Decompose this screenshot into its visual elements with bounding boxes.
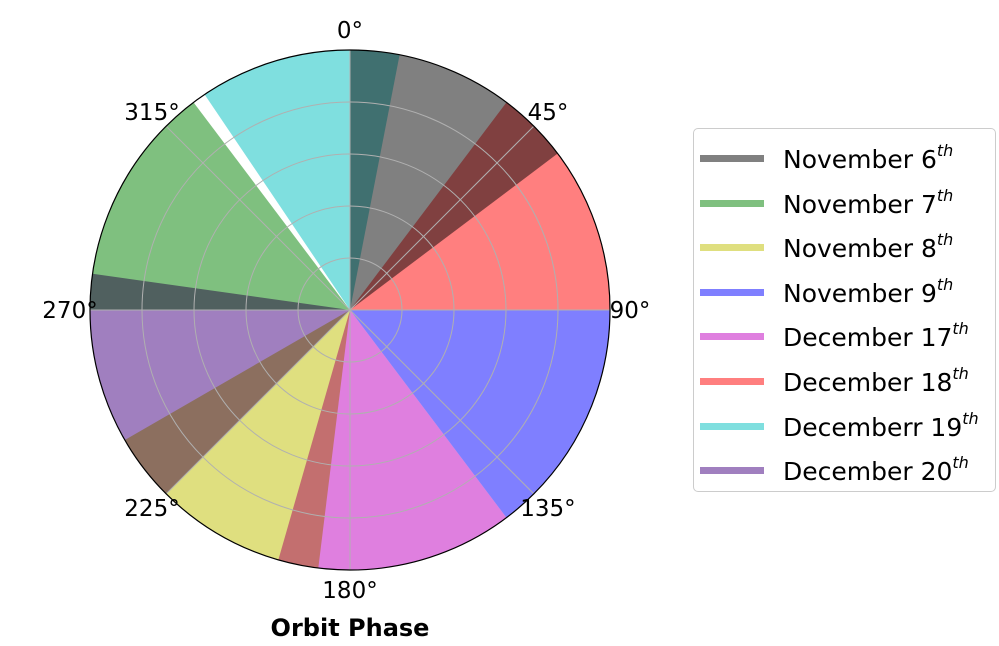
legend-label-suffix: th [936, 274, 954, 294]
legend-label-suffix: th [936, 230, 954, 250]
legend-label: December 17th [783, 319, 969, 352]
theta-tick-label-5: 225° [124, 496, 179, 522]
legend-item: November 6th [694, 137, 995, 177]
legend-item: Decemberr 19th [694, 405, 995, 445]
legend-swatch [700, 422, 764, 430]
grid-spoke-1 [349, 125, 535, 311]
theta-tick-label-0: 0° [337, 18, 363, 44]
theta-tick-label-4: 180° [322, 578, 377, 604]
bar-5 [350, 102, 610, 310]
legend-label-text: December 17 [783, 323, 953, 353]
grid-spoke-3 [349, 309, 535, 495]
legend-swatch [700, 244, 764, 252]
legend-label: November 7th [783, 186, 953, 219]
legend-label-suffix: th [936, 185, 954, 205]
legend-label-suffix: th [952, 319, 969, 339]
legend-item: December 18th [694, 360, 995, 400]
legend-swatch [700, 288, 764, 296]
grid-spoke-5 [165, 309, 351, 495]
legend-item: November 8th [694, 226, 995, 266]
bar-4 [278, 310, 507, 571]
legend-label-suffix: th [936, 141, 954, 160]
legend-label-text: November 6 [783, 145, 937, 174]
legend-label: December 20th [783, 453, 969, 486]
legend-label: November 9th [783, 275, 953, 308]
grid-spoke-7 [165, 125, 351, 311]
legend-label: December 18th [783, 364, 969, 397]
legend-label-text: Decemberr 19 [783, 412, 963, 442]
theta-tick-label-2: 90° [610, 298, 651, 324]
theta-tick-labels: 0° 45° 90° 135° 180° 225° 270° 315° [42, 18, 650, 604]
bar-2 [124, 310, 350, 569]
angular-grid [90, 50, 610, 570]
legend-item: December 17th [694, 315, 995, 355]
bar-1 [90, 102, 350, 310]
legend-label-text: December 20 [783, 457, 953, 487]
theta-tick-label-3: 135° [520, 496, 575, 522]
bar-6 [204, 50, 400, 310]
bar-7 [89, 273, 350, 494]
legend-swatch [700, 199, 764, 207]
legend: November 6th November 7th November 8th Nove… [693, 128, 996, 492]
polar-frame [89, 49, 611, 571]
bars-group [89, 50, 610, 571]
legend-label-suffix: th [952, 364, 969, 383]
bar-3 [350, 310, 610, 518]
theta-tick-label-6: 270° [42, 298, 97, 324]
legend-swatch [700, 333, 764, 341]
legend-swatch [700, 155, 764, 162]
legend-swatch [700, 467, 764, 475]
legend-label-text: December 18 [783, 368, 953, 397]
legend-label-text: November 9 [783, 278, 937, 308]
legend-label: November 6th [783, 141, 953, 174]
legend-item: November 9th [694, 271, 995, 311]
legend-item: December 20th [694, 449, 995, 489]
legend-label-text: November 7 [783, 189, 937, 219]
x-axis-label: Orbit Phase [271, 614, 430, 642]
theta-tick-label-1: 45° [528, 100, 569, 126]
theta-tick-label-7: 315° [124, 100, 179, 126]
legend-label: November 8th [783, 230, 953, 263]
legend-swatch [700, 378, 764, 385]
legend-label-suffix: th [952, 453, 969, 473]
legend-label-suffix: th [962, 408, 979, 428]
legend-label-text: November 8 [783, 234, 937, 264]
legend-item: November 7th [694, 182, 995, 222]
legend-label: Decemberr 19th [783, 409, 979, 442]
